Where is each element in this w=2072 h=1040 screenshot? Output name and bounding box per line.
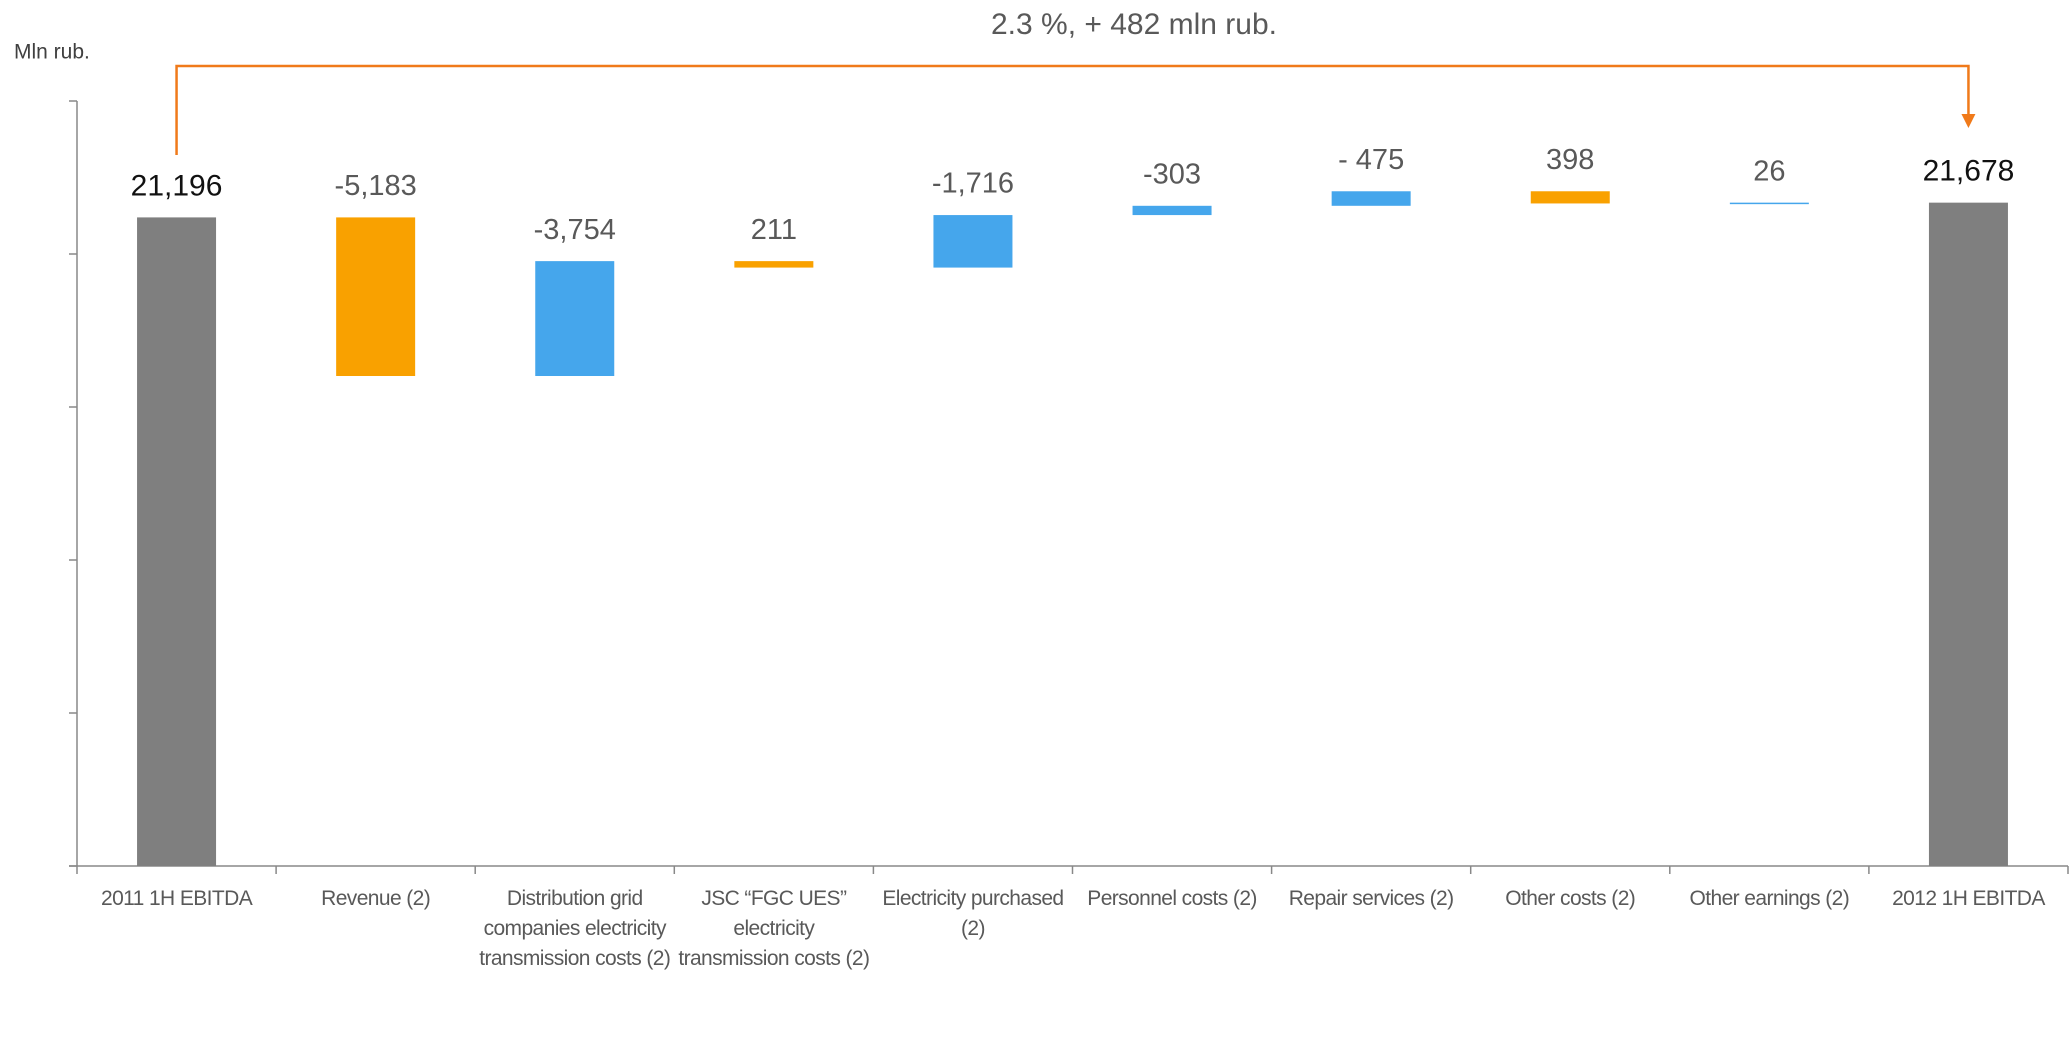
value-label: - 475 (1338, 144, 1404, 176)
value-label: -1,716 (932, 168, 1014, 200)
x-tick-label: JSC “FGC UES” electricity transmission c… (678, 887, 870, 970)
value-label: 26 (1753, 155, 1785, 187)
annotation-bracket (175, 64, 1970, 155)
annotation-arrow (1961, 114, 1976, 128)
bar (535, 261, 615, 377)
x-tick-label: Other earnings (2) (1689, 887, 1850, 910)
x-tick-label: Personnel costs (2) (1087, 887, 1257, 910)
x-tick-label: Revenue (2) (321, 887, 431, 910)
bar (1331, 191, 1411, 206)
x-tick-label: Other costs (2) (1505, 887, 1636, 910)
value-label: 211 (751, 214, 797, 246)
x-tick-label: Electricity purchased (2) (882, 887, 1064, 940)
bar (1928, 202, 2008, 866)
bar (1530, 191, 1610, 204)
value-label: -3,754 (534, 214, 616, 246)
value-label: -5,183 (335, 170, 417, 202)
value-label: 21,678 (1923, 155, 2015, 188)
value-label: -303 (1143, 158, 1201, 190)
x-tick-label: 2011 1H EBITDA (100, 887, 253, 910)
x-tick-label: Distribution grid companies electricity … (479, 887, 671, 970)
value-label: 21,196 (131, 169, 223, 202)
x-tick-label: Repair services (2) (1288, 887, 1454, 910)
x-tick-label: 2012 1H EBITDA (1892, 887, 2045, 910)
bar (1729, 202, 1809, 205)
bar (1132, 205, 1212, 216)
bar (336, 217, 416, 377)
y-axis-label: Mln rub. (14, 41, 90, 64)
bar (734, 261, 814, 268)
bar (933, 215, 1013, 268)
bar (137, 217, 217, 866)
value-label: 398 (1546, 144, 1594, 176)
chart-title: 2.3 %, + 482 mln rub. (991, 8, 1277, 41)
